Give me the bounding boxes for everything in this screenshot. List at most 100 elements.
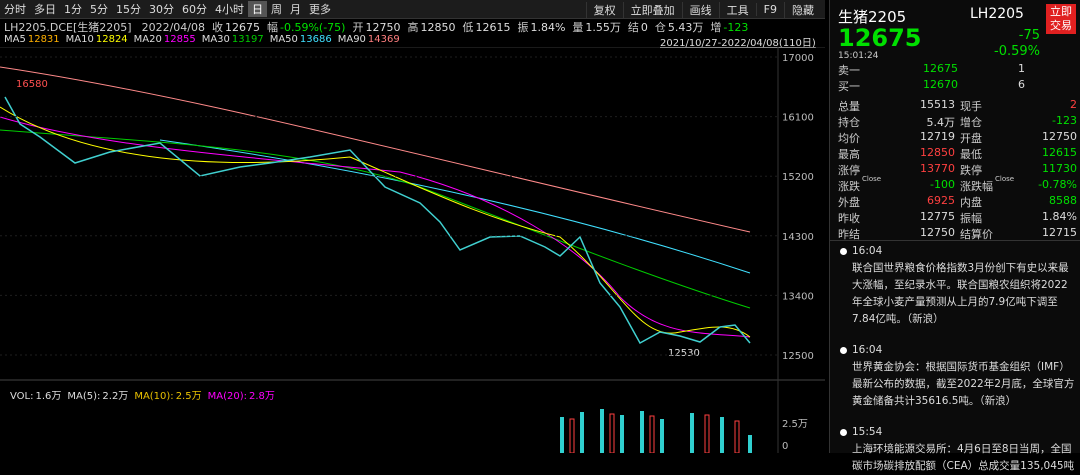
period-tab[interactable]: 周 [271, 3, 282, 16]
info-value: 12850 [420, 21, 456, 34]
vol-value: 2.8万 [248, 391, 275, 402]
quote-label: 外盘 [838, 196, 860, 209]
book-volume: 6 [1018, 78, 1025, 91]
vol-name: MA(10): [134, 391, 174, 402]
period-tab[interactable]: 60分 [182, 3, 207, 16]
quote-label: 振幅 [960, 212, 982, 225]
info-label: 量 [572, 21, 584, 34]
news-text[interactable]: 上海环境能源交易所：4月6日至8日当周，全国碳市场碳排放配额（CEA）总成交量1… [852, 443, 1075, 472]
quote-value: 12615 [1042, 146, 1077, 159]
tool-button[interactable]: 画线 [681, 1, 719, 18]
news-dot [840, 248, 847, 255]
period-tab[interactable]: 5分 [90, 3, 108, 16]
period-tab[interactable]: 多日 [34, 3, 56, 16]
quote-label: 涨停 [838, 164, 860, 177]
info-value: 12675 [224, 21, 260, 34]
volume-bars [560, 409, 752, 453]
quote-value: 6925 [927, 194, 955, 207]
price-tick: 14300 [782, 232, 814, 243]
toolbar: 分时 多日 1分 5分 15分 30分 60分 4小时日周月更多 复权 立即叠加 画线 工具 F9 隐藏 [0, 0, 825, 19]
low-annotation: 12530 [668, 348, 700, 359]
quote-value: 12775 [920, 210, 955, 223]
quote-label: 现手 [960, 100, 982, 113]
quote-panel: 生猪2205 LH2205 立即交易 12675 -75 -0.59% 15:0… [829, 0, 1080, 472]
quote-label: 内盘 [960, 196, 982, 209]
ma-value: 14369 [367, 34, 400, 45]
tool-button[interactable]: 隐藏 [784, 1, 821, 18]
period-tab[interactable]: 分时 [4, 3, 26, 16]
price-tick: 12500 [782, 351, 814, 362]
quote-sup: Close [862, 175, 882, 183]
period-tab[interactable]: 4小时 [215, 3, 244, 16]
news-text[interactable]: 世界黄金协会：根据国际货币基金组织（IMF）最新公布的数据，截至2022年2月底… [852, 361, 1075, 407]
period-tab[interactable]: 1分 [64, 3, 82, 16]
price-tick: 17000 [782, 53, 814, 64]
ma-legend: MA5 12831 MA10 12824 MA20 12855 MA30 13197 MA50 1… [4, 34, 406, 47]
period-tab[interactable]: 更多 [309, 3, 331, 16]
info-label: 仓 [654, 21, 666, 34]
quote-row: 昨收 12775 振幅 1.84% [838, 210, 1080, 226]
info-value: -123 [723, 21, 749, 34]
trade-button[interactable]: 立即交易 [1046, 4, 1076, 34]
news-text[interactable]: 联合国世界粮食价格指数3月份创下有史以来最大涨幅，至纪录水平。联合国粮农组织将2… [852, 262, 1069, 325]
quote-value: 2 [1070, 98, 1077, 111]
book-label: 卖一 [838, 64, 860, 77]
quote-row: 外盘 6925 内盘 8588 [838, 194, 1080, 210]
quote-row: 涨跌 Close -100 涨跌幅 Close -0.78% [838, 175, 1080, 194]
quote-label: 跌停 [960, 164, 982, 177]
info-value: 5.43万 [667, 21, 704, 34]
quote-value: -0.78% [1038, 178, 1077, 191]
news-time: 16:04 [852, 245, 883, 257]
ma-name: MA90 [337, 34, 366, 45]
quote-label: 总量 [838, 100, 860, 113]
price-tick: 16100 [782, 113, 814, 124]
vol-value: 2.2万 [102, 391, 129, 402]
period-tab[interactable]: 日 [248, 1, 267, 17]
quote-row: 总量 15513 现手 2 [838, 98, 1080, 114]
ma-name: MA50 [269, 34, 298, 45]
quote-label: 最高 [838, 148, 860, 161]
book-row: 卖一 12675 1 [838, 62, 1080, 78]
tool-button[interactable]: 工具 [718, 1, 756, 18]
quote-value: 12719 [920, 130, 955, 143]
info-label: 低 [462, 21, 474, 34]
ma-name: MA20 [133, 34, 162, 45]
high-annotation: 16580 [16, 79, 48, 90]
info-label: 幅 [266, 21, 278, 34]
tools: 复权 立即叠加 画线 工具 F9 隐藏 [585, 0, 821, 19]
quote-label: 增仓 [960, 116, 982, 129]
quote-price: 12675 [838, 24, 922, 52]
quote-value: 12850 [920, 146, 955, 159]
quote-pct: -0.59% [994, 44, 1040, 59]
ma-name: MA5 [4, 34, 26, 45]
quote-label: 持仓 [838, 116, 860, 129]
quote-label: 均价 [838, 132, 860, 145]
quote-value: 5.4万 [926, 116, 956, 129]
news-time: 16:04 [852, 344, 883, 356]
tool-button[interactable]: 复权 [585, 1, 623, 18]
tool-button[interactable]: 立即叠加 [622, 1, 682, 18]
period-tab[interactable]: 15分 [116, 3, 141, 16]
vol-name: VOL: [10, 391, 34, 402]
period-tab[interactable]: 月 [290, 3, 301, 16]
chart-area: 16580 12530 17000 16100 15200 14300 13400 125… [0, 47, 825, 453]
quote-label: 开盘 [960, 132, 982, 145]
ma-value: 12831 [27, 34, 60, 45]
book-price: 12670 [923, 78, 958, 91]
ma-value: 13686 [299, 34, 332, 45]
period-tab[interactable]: 30分 [149, 3, 174, 16]
price-tick: 15200 [782, 172, 814, 183]
quote-row: 持仓 5.4万 增仓 -123 [838, 114, 1080, 130]
quote-value: -100 [930, 178, 955, 191]
tool-button[interactable]: F9 [755, 3, 784, 16]
quote-value: 13770 [920, 162, 955, 175]
quote-change: -75 [1018, 28, 1040, 43]
info-value: 12615 [475, 21, 511, 34]
info-value: 1.55万 [585, 21, 621, 34]
ma20-line [0, 116, 751, 338]
quote-time: 15:01:24 [838, 51, 879, 61]
info-label: 振 [517, 21, 529, 34]
symbol: LH2205.DCE[生猪2205] [4, 21, 132, 34]
info-value: 0 [640, 21, 648, 34]
